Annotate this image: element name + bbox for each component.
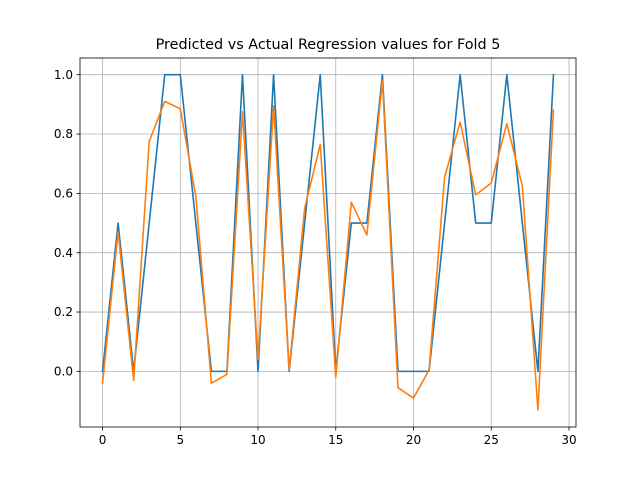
- x-tick-label: 0: [99, 433, 107, 447]
- x-tick-label: 30: [561, 433, 576, 447]
- y-tick-label: 0.2: [54, 305, 73, 319]
- x-tick-label: 10: [250, 433, 265, 447]
- series-line-1: [101, 73, 555, 373]
- y-tick-label: 0.6: [54, 187, 73, 201]
- series-group: [101, 73, 555, 411]
- x-tick-label: 5: [176, 433, 184, 447]
- x-tick-label: 20: [406, 433, 421, 447]
- x-tick-label: 25: [484, 433, 499, 447]
- y-tick-label: 0.4: [54, 246, 73, 260]
- chart-title: Predicted vs Actual Regression values fo…: [156, 37, 501, 53]
- y-tick-label: 1.0: [54, 68, 73, 82]
- y-tick-label: 0.0: [54, 365, 73, 379]
- plot-area-frame: [79, 57, 577, 428]
- y-axis: 0.0 0.2 0.4 0.6 0.8 1.0: [54, 68, 80, 379]
- y-tick-label: 0.8: [54, 127, 73, 141]
- x-axis: 0 5 10 15 20 25 30: [99, 427, 577, 447]
- x-tick-label: 15: [328, 433, 343, 447]
- series-line-2: [101, 79, 555, 411]
